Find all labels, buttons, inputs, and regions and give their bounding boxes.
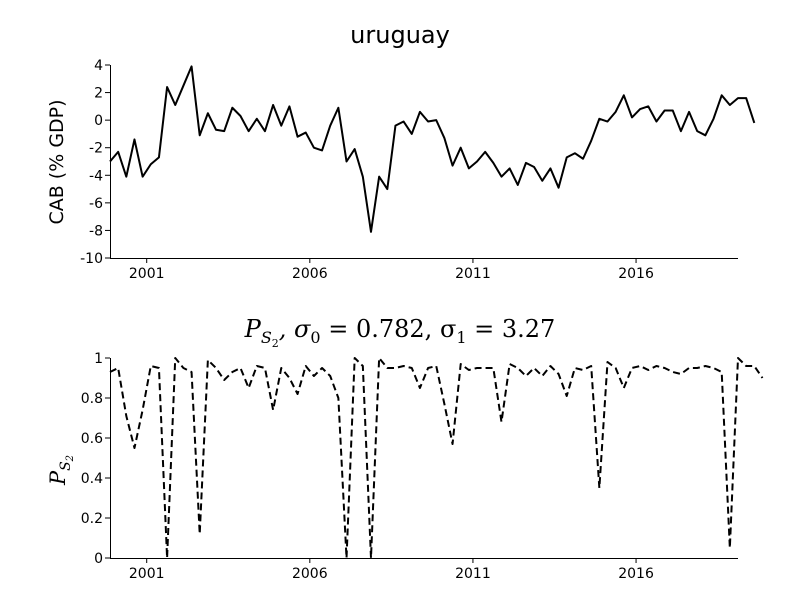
ylabel-subsub-2: 2: [65, 455, 76, 462]
probability-y-tick-label: 1: [94, 351, 103, 367]
probability-y-tick-label: 0: [94, 551, 103, 567]
probability-x-tick-label: 2011: [455, 566, 491, 582]
title-p: P: [244, 315, 262, 343]
cab-x-tick-label: 2011: [455, 266, 491, 282]
cab-y-tick-label: 4: [94, 58, 103, 74]
probability-y-tick-label: 0.8: [81, 391, 103, 407]
probability-y-ticks: 1 0.8 0.6 0.4 0.2 0: [81, 351, 110, 567]
probability-chart: PS2, σ0 = 0.782, σ1 = 3.27 PS2 10.80.60.…: [46, 315, 764, 582]
ylabel-sub-s: S: [58, 461, 74, 471]
cab-y-tick-label: -4: [89, 168, 103, 184]
cab-y-ticks: 4 2 0 -2 -4 -6 -8 -10: [80, 58, 110, 267]
cab-x-tick-label: 2001: [129, 266, 165, 282]
probability-x-ticks: 2001 2006 2011 2016: [129, 558, 654, 582]
cab-y-tick-label: 2: [94, 86, 103, 102]
cab-y-tick-label: -10: [80, 251, 103, 267]
probability-x-tick-label: 2016: [618, 566, 654, 582]
probability-y-axis-label: PS2: [46, 455, 76, 486]
cab-series-line: [109, 65, 756, 233]
probability-chart-title: PS2, σ0 = 0.782, σ1 = 3.27: [244, 315, 556, 350]
cab-y-axis-label: CAB (% GDP): [46, 99, 68, 224]
cab-x-tick-label: 2016: [618, 266, 654, 282]
cab-chart: uruguay CAB (% GDP) 420-2-4-6-8-10 2001 2…: [46, 21, 756, 282]
title-sigma0-value: = 0.782, σ: [321, 315, 457, 343]
probability-x-tick-label: 2006: [292, 566, 328, 582]
probability-series-line: [109, 357, 764, 559]
ylabel-p: P: [46, 470, 70, 486]
cab-x-ticks: 2001 2006 2011 2016: [129, 258, 654, 282]
probability-y-tick-label: 0.2: [81, 511, 103, 527]
title-subsub-2: 2: [272, 337, 279, 350]
cab-x-tick-label: 2006: [292, 266, 328, 282]
probability-x-tick-label: 2001: [129, 566, 165, 582]
cab-y-tick-label: -2: [89, 141, 103, 157]
cab-axes: [110, 65, 738, 259]
title-sigma0-sub: 0: [310, 328, 320, 347]
title-sigma1-value: = 3.27: [467, 315, 556, 343]
cab-y-tick-label: 0: [94, 113, 103, 129]
probability-y-tick-label: 0.6: [81, 431, 103, 447]
title-sigma0: , σ: [279, 315, 311, 343]
cab-y-tick-label: -8: [89, 223, 103, 239]
title-sub-s: S: [261, 328, 272, 347]
cab-y-tick-label: -6: [89, 196, 103, 212]
title-sigma1-sub: 1: [456, 328, 466, 347]
probability-axes: [110, 358, 738, 559]
probability-y-tick-label: 0.4: [81, 471, 103, 487]
cab-chart-title: uruguay: [350, 21, 450, 49]
